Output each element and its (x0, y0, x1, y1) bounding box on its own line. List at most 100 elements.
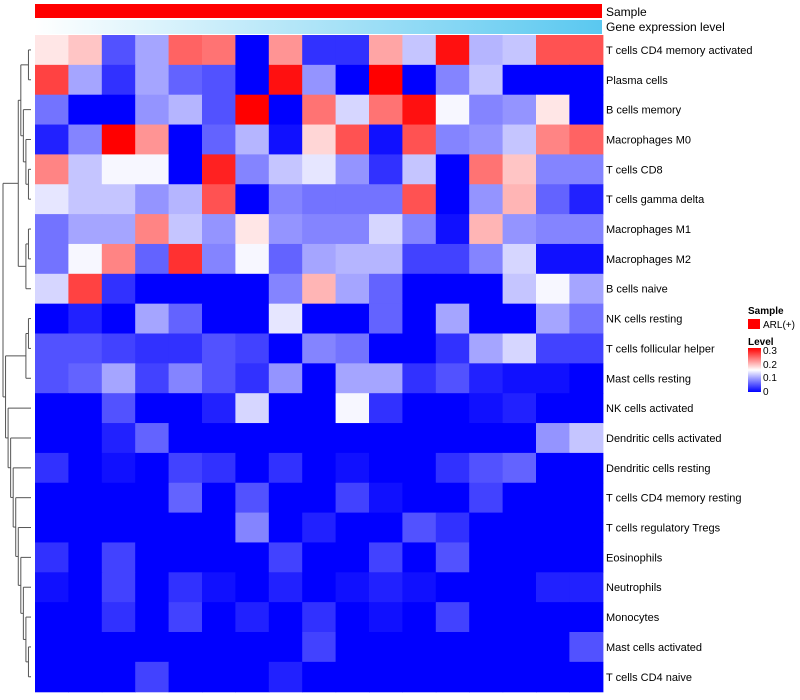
heatmap-cell (35, 333, 69, 364)
heatmap-cell (335, 393, 370, 424)
heatmap-cell (435, 542, 470, 573)
heatmap-cell (268, 572, 303, 603)
heatmap-cell (302, 333, 337, 364)
heatmap-cell (168, 333, 203, 364)
heatmap-cell (168, 661, 203, 693)
heatmap-cell (101, 243, 136, 275)
heatmap-cell (302, 64, 337, 96)
heatmap-cell (435, 632, 470, 663)
heatmap-cell (435, 94, 470, 126)
heatmap-cell (335, 154, 370, 185)
heatmap-cell (268, 273, 303, 305)
heatmap-cell (168, 363, 203, 394)
heatmap-cell (202, 154, 236, 185)
heatmap-cell (369, 363, 403, 394)
heatmap-cell (536, 482, 570, 514)
heatmap-cell (536, 94, 570, 126)
heatmap-cell (569, 184, 604, 215)
heatmap-cell (335, 184, 370, 215)
heatmap-cell (135, 64, 170, 96)
heatmap-cell (135, 184, 170, 215)
heatmap-cell (569, 512, 604, 544)
heatmap-cell (302, 393, 337, 424)
heatmap-cell (268, 154, 303, 185)
heatmap-cell (135, 273, 170, 305)
heatmap-cell (268, 243, 303, 275)
heatmap-cell (268, 64, 303, 96)
heatmap-cell (569, 154, 604, 185)
heatmap-cell (502, 124, 537, 155)
heatmap-cell (435, 602, 470, 633)
heatmap-cell (101, 393, 136, 424)
heatmap-cell (235, 94, 270, 126)
heatmap-cell (168, 184, 203, 215)
row-label: Mast cells resting (606, 373, 691, 385)
heatmap-cell (202, 452, 236, 484)
heatmap-cell (502, 303, 537, 335)
heatmap-cell (235, 632, 270, 663)
heatmap-cell (335, 243, 370, 275)
heatmap-cell (369, 512, 403, 544)
legend-sample-title: Sample (748, 306, 784, 317)
heatmap-cell (202, 393, 236, 424)
heatmap-cell (469, 243, 504, 275)
heatmap-cell (268, 602, 303, 633)
heatmap-cell (402, 333, 437, 364)
heatmap-cell (369, 661, 403, 693)
heatmap-cell (435, 423, 470, 454)
heatmap-cell (302, 124, 337, 155)
heatmap-cell (202, 423, 236, 454)
heatmap-cell (135, 393, 170, 424)
heatmap-cell (536, 572, 570, 603)
row-label: Macrophages M2 (606, 254, 691, 266)
heatmap-cell (435, 572, 470, 603)
heatmap-cell (168, 512, 203, 544)
heatmap-cell (335, 423, 370, 454)
row-label: Mast cells activated (606, 642, 702, 654)
heatmap-cell (101, 542, 136, 573)
heatmap-cell (335, 661, 370, 693)
row-label: NK cells resting (606, 314, 682, 326)
heatmap-cell (435, 333, 470, 364)
heatmap-cell (369, 542, 403, 573)
legend-sample-swatch (748, 319, 760, 329)
heatmap-cells (35, 35, 604, 693)
heatmap-cell (502, 154, 537, 185)
heatmap-cell (302, 303, 337, 335)
heatmap-cell (268, 94, 303, 126)
heatmap-cell (302, 572, 337, 603)
heatmap-cell (369, 184, 403, 215)
heatmap-cell (569, 94, 604, 126)
heatmap-cell (135, 572, 170, 603)
legend-tick: 0 (763, 387, 769, 398)
heatmap-cell (302, 35, 337, 66)
heatmap-cell (68, 214, 103, 245)
heatmap-cell (502, 452, 537, 484)
heatmap-cell (402, 632, 437, 663)
heatmap-cell (202, 333, 236, 364)
heatmap-cell (469, 393, 504, 424)
heatmap-cell (502, 94, 537, 126)
heatmap-cell (302, 602, 337, 633)
heatmap-cell (302, 184, 337, 215)
heatmap-cell (35, 393, 69, 424)
heatmap-cell (68, 124, 103, 155)
heatmap-cell (302, 542, 337, 573)
heatmap-cell (101, 423, 136, 454)
heatmap-cell (469, 512, 504, 544)
heatmap-cell (35, 512, 69, 544)
expression-annotation-bar (35, 20, 602, 34)
heatmap-cell (435, 64, 470, 96)
heatmap-cell (302, 154, 337, 185)
heatmap-cell (435, 363, 470, 394)
heatmap-cell (101, 35, 136, 66)
heatmap-cell (68, 333, 103, 364)
heatmap-cell (402, 572, 437, 603)
heatmap-cell (68, 154, 103, 185)
heatmap-cell (536, 661, 570, 693)
heatmap-cell (35, 303, 69, 335)
row-label: NK cells activated (606, 403, 693, 415)
heatmap-cell (35, 661, 69, 693)
heatmap-cell (168, 154, 203, 185)
legend-sample-entry: ARL(+) (763, 320, 795, 331)
